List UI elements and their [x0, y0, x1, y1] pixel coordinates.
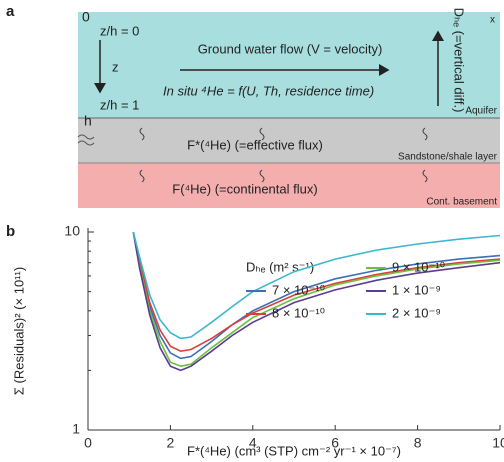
series-line: [132, 232, 500, 353]
x-tick-label: 8: [414, 435, 422, 451]
legend-label: 9 × 10⁻¹⁰: [392, 259, 445, 274]
top-label: z/h = 0: [100, 23, 139, 38]
basement-layer: [78, 163, 500, 208]
panel-a: a 0 x z/h = 0 z z/h = 1 h Ground water f…: [6, 3, 500, 208]
series-line: [132, 232, 500, 340]
legend-label: 8 × 10⁻¹⁰: [272, 305, 325, 320]
y-axis-label: Σ (Residuals)² (× 10¹¹): [11, 267, 26, 395]
flux-symbols: [139, 127, 428, 183]
legend-title: Dₕₑ (m² s⁻¹): [246, 259, 314, 274]
series-line: [132, 232, 500, 360]
series-line: [132, 232, 500, 372]
legend-label: 1 × 10⁻⁹: [392, 282, 441, 297]
continental-flux-label: F(⁴He) (=continental flux): [172, 181, 317, 196]
x-tick-label: 4: [249, 435, 257, 451]
diffusion-label: Dₕₑ (=vertical diff.): [452, 8, 467, 113]
flow-label: Ground water flow (V = velocity): [198, 41, 383, 56]
x-tick-label: 0: [84, 435, 92, 451]
effective-flux-label: F*(⁴He) (=effective flux): [187, 137, 323, 152]
depth-zero: 0: [82, 9, 90, 25]
series-line: [132, 232, 500, 368]
break-symbol: [77, 134, 95, 146]
plot-area: [132, 232, 500, 372]
x-label: x: [490, 15, 495, 26]
legend-label: 2 × 10⁻⁹: [392, 305, 441, 320]
shale-label: Sandstone/shale layer: [398, 152, 498, 163]
legend-label: 7 × 10⁻¹⁰: [272, 282, 325, 297]
x-tick-label: 2: [167, 435, 175, 451]
in-situ-label: In situ ⁴He = f(U, Th, residence time): [163, 83, 374, 98]
depth-label: z: [112, 59, 119, 74]
aquifer-layer: [78, 12, 500, 118]
x-tick-label: 6: [331, 435, 339, 451]
x-tick-label: 10: [492, 435, 504, 451]
basement-label: Cont. basement: [426, 197, 497, 208]
shale-layer: [78, 118, 500, 163]
y-tick-label: 10: [64, 223, 80, 239]
thickness-label: h: [84, 113, 92, 129]
panel-label: a: [6, 3, 15, 20]
x-axis-label: F*(⁴He) (cm³ (STP) cm⁻² yr⁻¹ × 10⁻⁷): [187, 443, 401, 458]
aquifer-label: Aquifer: [465, 106, 497, 117]
y-tick-label: 1: [72, 421, 80, 437]
panel-label: b: [6, 223, 15, 240]
bottom-label: z/h = 1: [100, 97, 139, 112]
